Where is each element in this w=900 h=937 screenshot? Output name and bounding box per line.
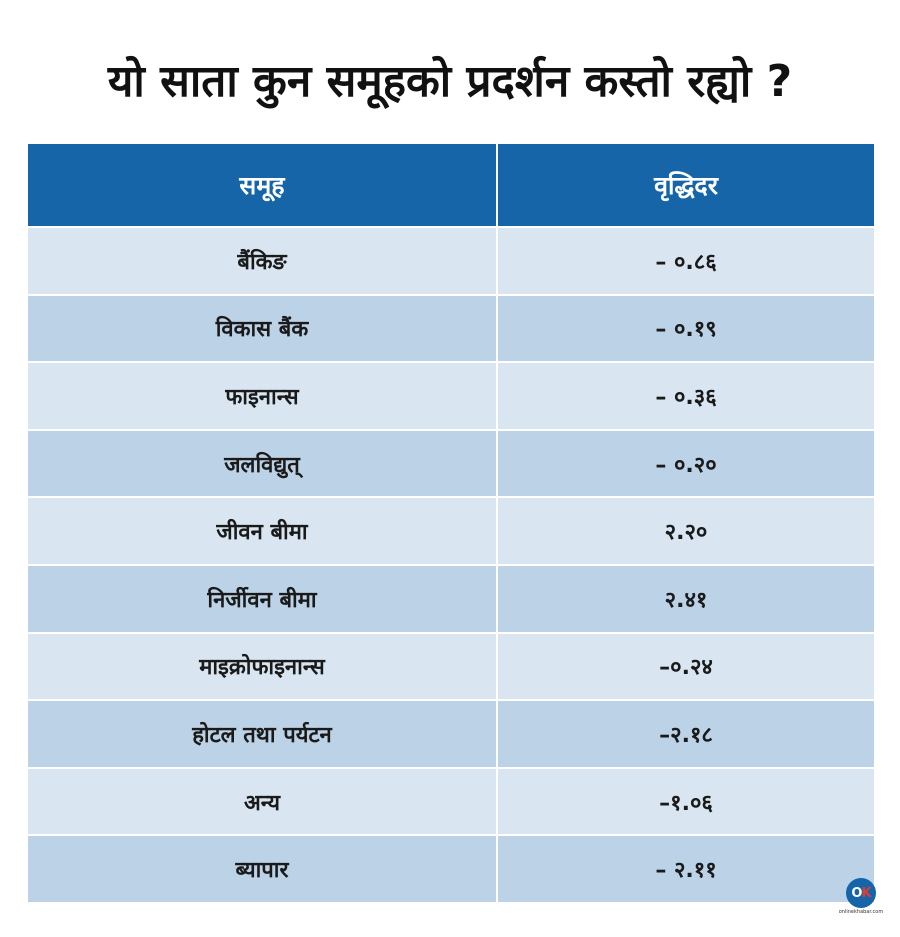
- group-cell: निर्जीवन बीमा: [28, 565, 496, 632]
- table-row: माइक्रोफाइनान्स –०.२४: [28, 633, 874, 700]
- header-group: समूह: [28, 144, 496, 226]
- rate-cell: – ०.१९: [498, 295, 874, 362]
- table-row: फाइनान्स – ०.३६: [28, 363, 874, 429]
- rate-cell: –०.२४: [498, 633, 874, 700]
- group-cell: होटल तथा पर्यटन: [28, 701, 496, 767]
- logo-mark-k: K: [861, 885, 871, 901]
- rate-cell: – ०.२०: [498, 430, 874, 497]
- group-cell: जलविद्युत्: [28, 430, 496, 497]
- header-rate: वृद्धिदर: [498, 144, 874, 226]
- group-cell: फाइनान्स: [28, 363, 496, 429]
- rate-cell: –१.०६: [498, 768, 874, 835]
- group-cell: बैंकिङ: [28, 228, 496, 294]
- rate-cell: २.४१: [498, 565, 874, 632]
- table-row: जीवन बीमा २.२०: [28, 498, 874, 564]
- logo-text: onlinekhabar.com: [838, 909, 884, 915]
- rate-cell: – ०.३६: [498, 363, 874, 429]
- rate-cell: –२.१८: [498, 701, 874, 767]
- group-cell: ब्यापार: [28, 836, 496, 902]
- logo-mark-o: O: [851, 885, 862, 901]
- group-cell: माइक्रोफाइनान्स: [28, 633, 496, 700]
- rate-cell: – ०.८६: [498, 228, 874, 294]
- table-row: निर्जीवन बीमा २.४१: [28, 565, 874, 632]
- page-title: यो साता कुन समूहको प्रदर्शन कस्तो रह्यो …: [107, 56, 793, 107]
- table-row: होटल तथा पर्यटन –२.१८: [28, 701, 874, 767]
- group-cell: अन्य: [28, 768, 496, 835]
- group-cell: जीवन बीमा: [28, 498, 496, 564]
- table-header-row: समूह वृद्धिदर: [28, 144, 874, 226]
- table-row: जलविद्युत् – ०.२०: [28, 430, 874, 497]
- group-cell: विकास बैंक: [28, 295, 496, 362]
- rate-cell: – २.११: [498, 836, 874, 902]
- table-row: बैंकिङ – ०.८६: [28, 228, 874, 294]
- rate-cell: २.२०: [498, 498, 874, 564]
- table-row: विकास बैंक – ०.१९: [28, 295, 874, 362]
- table-row: ब्यापार – २.११: [28, 836, 874, 902]
- table-row: अन्य –१.०६: [28, 768, 874, 835]
- growth-rate-table: समूह वृद्धिदर बैंकिङ – ०.८६ विकास बैंक –…: [28, 144, 874, 904]
